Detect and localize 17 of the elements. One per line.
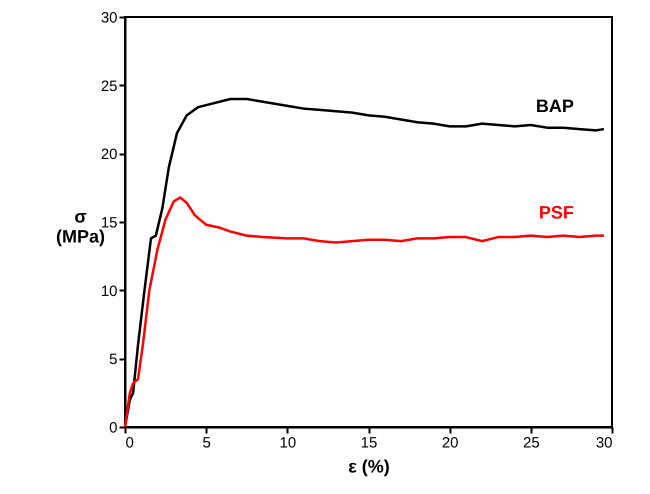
y-tick-label: 5 (109, 351, 118, 368)
x-tick-label: 5 (202, 434, 211, 452)
x-axis-title: ε (%) (348, 456, 390, 476)
series-label: BAP (536, 96, 574, 116)
y-tick-label: 20 (100, 146, 118, 164)
line-series (124, 196, 606, 428)
y-tick-label: 10 (100, 282, 118, 300)
x-tick-label: 10 (279, 434, 296, 452)
x-tick-label: 20 (442, 434, 459, 452)
y-tick-label: 30 (100, 10, 118, 26)
y-tick-label: 25 (100, 78, 118, 95)
x-tick-label: 25 (522, 434, 540, 452)
x-tick-label: 15 (360, 434, 378, 452)
series-label: PSF (538, 202, 574, 223)
x-tick-label: 0 (126, 434, 134, 452)
y-tick-label: 0 (109, 420, 118, 436)
x-tick-label: 30 (596, 434, 612, 452)
